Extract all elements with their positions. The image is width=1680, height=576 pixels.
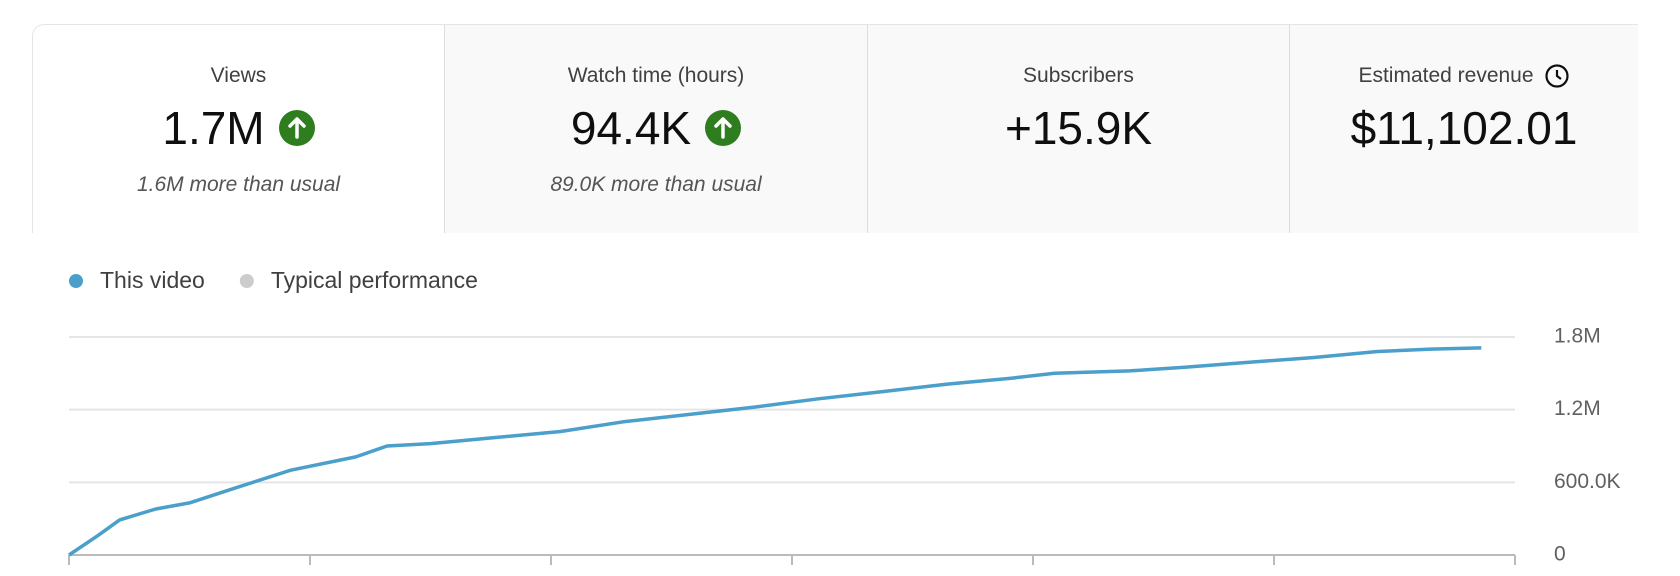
metric-label: Estimated revenue bbox=[1358, 64, 1534, 87]
metric-value: 1.7M bbox=[162, 102, 265, 154]
metric-value-row: 1.7M bbox=[33, 101, 444, 155]
metric-value: +15.9K bbox=[1004, 102, 1153, 154]
metric-value-row: $11,102.01 bbox=[1290, 101, 1638, 155]
y-tick-label: 0 bbox=[1554, 543, 1566, 566]
y-tick-label: 600.0K bbox=[1554, 470, 1621, 493]
clock-icon bbox=[1544, 64, 1569, 88]
trend-up-icon bbox=[278, 110, 315, 146]
metric-value-row: +15.9K bbox=[868, 101, 1289, 155]
y-tick-label: 1.8M bbox=[1554, 325, 1601, 348]
metric-card[interactable]: Watch time (hours) 94.4K 89.0K more than… bbox=[445, 25, 868, 233]
data-line bbox=[68, 346, 1482, 557]
metric-label: Subscribers bbox=[1023, 64, 1134, 87]
legend-label: This video bbox=[100, 267, 205, 293]
trend-up-icon bbox=[705, 110, 742, 146]
metric-card[interactable]: Views 1.7M 1.6M more than usual bbox=[33, 25, 445, 233]
metric-value: 94.4K bbox=[570, 102, 692, 154]
metric-card[interactable]: Estimated revenue $11,102.01 bbox=[1290, 25, 1638, 233]
legend-label: Typical performance bbox=[271, 267, 478, 293]
metric-label-row: Estimated revenue bbox=[1290, 63, 1638, 89]
metric-value-row: 94.4K bbox=[445, 101, 867, 155]
metric-note: 1.6M more than usual bbox=[136, 173, 341, 196]
y-tick-label: 1.2M bbox=[1554, 397, 1601, 420]
legend-marker bbox=[239, 274, 254, 288]
metric-label: Watch time (hours) bbox=[567, 64, 745, 87]
metric-cards: Views 1.7M 1.6M more than usual Watch ti… bbox=[32, 24, 1638, 233]
metric-value: $11,102.01 bbox=[1350, 102, 1578, 154]
metric-label: Views bbox=[210, 64, 267, 87]
legend-marker bbox=[69, 274, 83, 288]
metric-note: 89.0K more than usual bbox=[550, 173, 762, 196]
metric-card[interactable]: Subscribers +15.9K bbox=[868, 25, 1290, 233]
